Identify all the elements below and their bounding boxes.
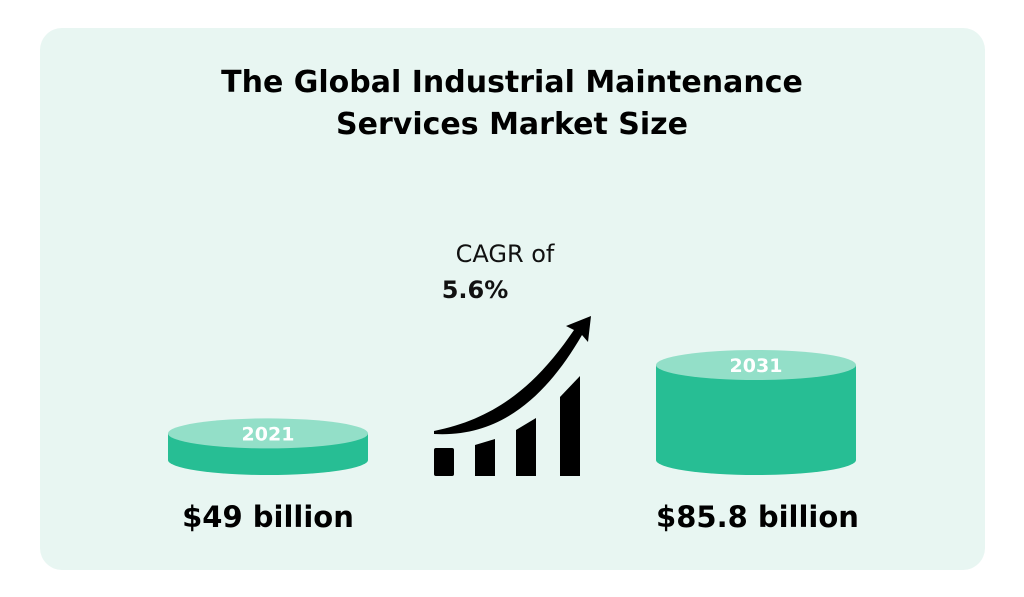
icon-bar-3 <box>516 418 536 476</box>
icon-bar-1 <box>434 448 454 476</box>
cagr-value: 5.6% <box>441 276 509 304</box>
icon-bar-2 <box>475 439 495 476</box>
cylinder-side <box>656 365 856 475</box>
year-label: 2021 <box>242 423 295 445</box>
value-label-2031: $85.8 billion <box>656 500 859 534</box>
year-label: 2031 <box>730 355 783 377</box>
icon-bar-4 <box>560 376 580 476</box>
cylinder-top <box>656 350 856 380</box>
title-line-1: The Global Industrial Maintenance <box>221 65 803 100</box>
infographic-card <box>40 28 985 570</box>
cylinder-2031: 2031 <box>656 350 856 475</box>
title-line-2: Services Market Size <box>336 107 688 142</box>
chart-title: The Global Industrial Maintenance Servic… <box>0 62 1024 146</box>
value-label-2021: $49 billion <box>182 500 354 534</box>
growth-chart-icon <box>434 316 591 476</box>
cagr-label: CAGR of <box>455 240 555 268</box>
cylinder-2021: 2021 <box>168 418 368 475</box>
arrow-icon <box>434 316 591 435</box>
cylinder-top <box>168 418 368 449</box>
